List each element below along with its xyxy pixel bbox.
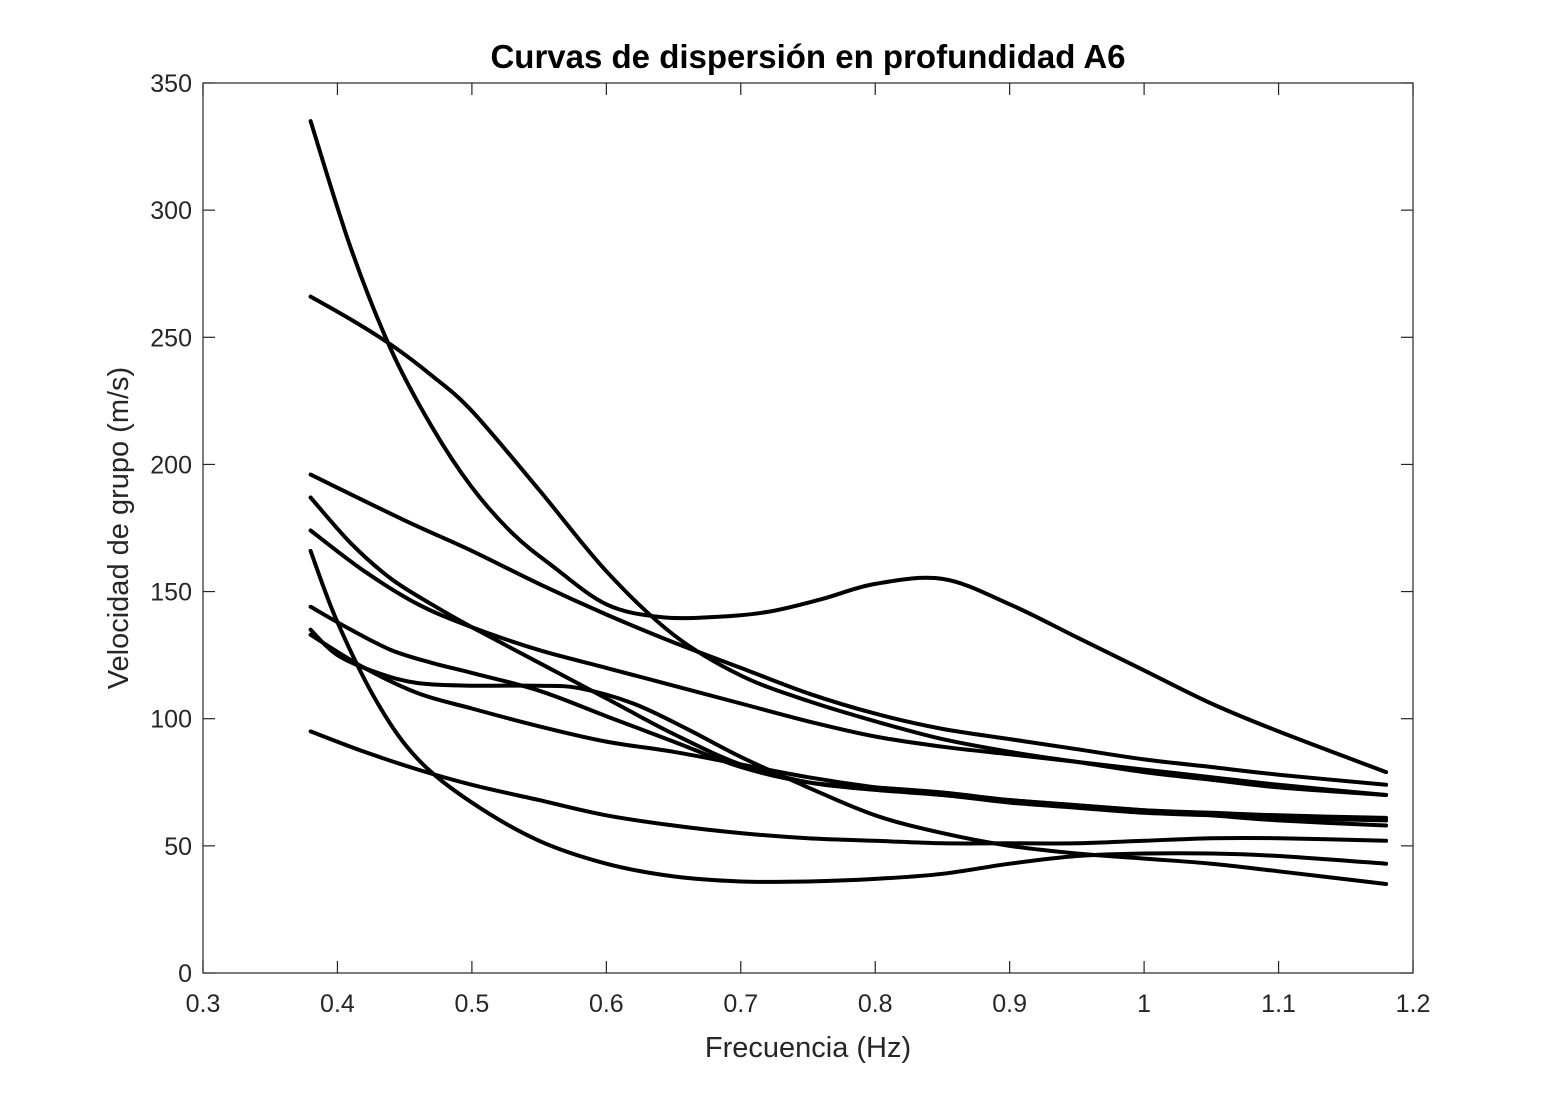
- x-tick-label: 1.1: [1261, 990, 1296, 1018]
- axis-ticks: 0.3 0.4 0.5 0.6 0.7 0.8 0.9 1 1.1 1.2 0 50 100 150 200…: [150, 70, 1430, 1018]
- x-tick-label: 0.5: [455, 990, 490, 1018]
- series-line-9: [308, 548, 1389, 884]
- x-axis-label: Frecuencia (Hz): [705, 1032, 911, 1064]
- y-tick-label: 0: [178, 960, 192, 988]
- plot-area: [202, 82, 1414, 974]
- x-tick-label: 0.7: [723, 990, 758, 1018]
- y-tick-label: 300: [150, 197, 192, 225]
- x-tick-label: 1: [1137, 990, 1151, 1018]
- y-tick-label: 350: [150, 70, 192, 98]
- y-tick-label: 50: [164, 833, 192, 861]
- chart-title: Curvas de dispersión en profundidad A6: [490, 38, 1125, 75]
- series-line-3: [308, 472, 1389, 787]
- y-tick-label: 150: [150, 579, 192, 607]
- series-lines: [308, 119, 1389, 886]
- x-tick-label: 0.9: [992, 990, 1027, 1018]
- y-tick-label: 250: [150, 324, 192, 352]
- x-tick-label: 0.4: [320, 990, 355, 1018]
- y-tick-label: 200: [150, 451, 192, 479]
- y-tick-label: 100: [150, 706, 192, 734]
- series-line-8: [308, 632, 1389, 820]
- series-line-10: [308, 729, 1389, 846]
- x-tick-label: 0.6: [589, 990, 624, 1018]
- x-tick-label: 0.8: [858, 990, 893, 1018]
- y-axis-label: Velocidad de grupo (m/s): [103, 367, 135, 689]
- x-tick-label: 1.2: [1396, 990, 1431, 1018]
- series-line-2: [308, 294, 1389, 797]
- series-line-1: [308, 119, 1389, 775]
- x-tick-label: 0.3: [186, 990, 221, 1018]
